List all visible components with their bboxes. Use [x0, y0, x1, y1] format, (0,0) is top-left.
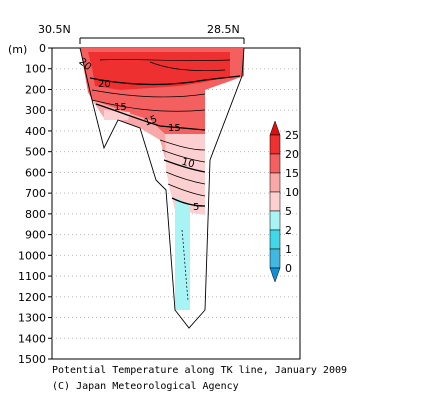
y-tick-label: 500: [25, 146, 46, 159]
colorbar-top-arrow: [269, 120, 281, 136]
colorbar-level-label: 1: [285, 243, 292, 256]
y-tick-label: 0: [39, 42, 46, 55]
contour-18: [91, 89, 206, 98]
bathymetry-outline: [79, 47, 245, 329]
colorbar-level-label: 20: [285, 148, 299, 161]
band-20-25: [88, 52, 230, 90]
contour-upper-1: [99, 59, 231, 61]
contour-16: [91, 99, 206, 112]
y-tick-label: 1400: [18, 332, 46, 345]
contour-15: [95, 103, 206, 131]
colorbar-level-label: 0: [285, 262, 292, 275]
y-tick-label: 900: [25, 229, 46, 242]
band-shelf-left: [104, 110, 130, 120]
colorbar-bin: [269, 153, 281, 174]
contour-label-15a: 15: [114, 102, 127, 113]
contour-label-15b: 15: [143, 114, 159, 129]
contour-20: [89, 75, 241, 86]
top-axis: 30.5N 28.5N: [38, 23, 245, 44]
colorbar-level-label: 10: [285, 186, 299, 199]
colorbar-bin: [269, 210, 281, 231]
contour-8: [165, 171, 206, 185]
colorbar-bin: [269, 248, 281, 269]
contour-label-5: 5: [193, 202, 199, 213]
contour-5: [171, 197, 206, 207]
contour-11: [161, 149, 206, 163]
y-tick-label: 300: [25, 104, 46, 117]
y-tick-label: 600: [25, 166, 46, 179]
y-tick-label: 200: [25, 83, 46, 96]
contour-10: [163, 159, 206, 173]
x-axis-label-left: 30.5N: [38, 23, 71, 36]
contour-12: [159, 139, 206, 151]
colorbar-level-label: 25: [285, 129, 299, 142]
colorbar-bin: [269, 229, 281, 250]
y-tick-label: 1500: [18, 353, 46, 366]
credit-text: (C) Japan Meteorological Agency: [52, 381, 239, 392]
x-axis-label-right: 28.5N: [207, 23, 240, 36]
contour-7: [167, 183, 206, 197]
colorbar-bin: [269, 191, 281, 212]
depth-unit-label: (m): [8, 43, 27, 56]
y-tick-label: 400: [25, 125, 46, 138]
contour-upper-2: [149, 61, 226, 72]
contour-lines: [89, 59, 241, 301]
y-tick-label: 1100: [18, 270, 46, 283]
y-tick-label: 1000: [18, 249, 46, 262]
contour-value-labels: 20 20 15 15 15 10 5: [76, 56, 199, 213]
colorbar-level-label: 5: [285, 205, 292, 218]
contour-label-10: 10: [180, 157, 195, 171]
y-tick-label: 700: [25, 187, 46, 200]
colorbar-bin: [269, 134, 281, 155]
chart-title: Potential Temperature along TK line, Jan…: [52, 365, 347, 376]
contour-label-20b: 20: [98, 79, 111, 90]
contour-deep: [181, 229, 189, 301]
depth-axis: (m) 0 100 200 300 400 500 600 700 800 900 1000 1100…: [8, 42, 52, 366]
y-tick-label: 800: [25, 208, 46, 221]
colorbar-bin: [269, 172, 281, 193]
y-tick-label: 1200: [18, 291, 46, 304]
colorbar-level-label: 15: [285, 167, 299, 180]
depth-tick-labels: 0 100 200 300 400 500 600 700 800 900 1000 1100 1200…: [18, 42, 52, 366]
colorbar-bottom-arrow: [269, 267, 281, 283]
y-tick-label: 100: [25, 63, 46, 76]
band-2-5: [175, 197, 190, 310]
contour-label-15c: 15: [168, 123, 181, 134]
y-tick-label: 1300: [18, 312, 46, 325]
colorbar-level-label: 2: [285, 224, 292, 237]
